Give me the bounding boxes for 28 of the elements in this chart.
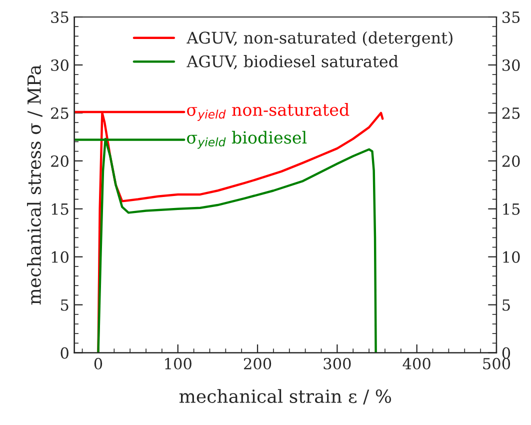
legend-label: AGUV, non-saturated (detergent) (186, 31, 452, 48)
x-tick-label: 100 (165, 358, 192, 370)
y2-tick-label: 5 (502, 299, 510, 311)
ref-line-label: σ$_{yield}$ non-saturated (187, 103, 350, 121)
y-tick-label: 25 (51, 107, 68, 119)
y-tick-label: 15 (52, 203, 68, 215)
x-tick-label: 200 (244, 358, 272, 370)
ref-line-label: σ$_{yield}$ biodiesel (187, 130, 307, 149)
y-tick-label: 5 (61, 299, 68, 311)
y-tick-label: 30 (51, 59, 68, 71)
y-tick-label: 35 (51, 11, 68, 24)
x-tick-label: 500 (483, 358, 510, 370)
x-tick-label: 300 (324, 358, 351, 370)
y2-tick-label: 25 (502, 107, 520, 119)
y-tick-label: 10 (52, 251, 68, 263)
y2-tick-label: 30 (502, 59, 520, 71)
y2-tick-label: 35 (502, 11, 520, 24)
x-axis-title: mechanical strain ε / % (179, 389, 392, 404)
y-tick-label: 20 (51, 155, 68, 167)
y2-tick-label: 20 (502, 155, 520, 167)
y2-tick-label: 10 (503, 251, 520, 263)
y2-tick-label: 0 (502, 347, 510, 359)
y-axis-title: mechanical stress σ / MPa (27, 65, 42, 305)
legend-label: AGUV, biodiesel saturated (186, 55, 398, 70)
x-tick-label: 0 (94, 358, 102, 370)
x-tick-label: 400 (402, 358, 430, 370)
y-tick-label: 0 (60, 347, 68, 359)
y2-tick-label: 15 (503, 203, 520, 215)
